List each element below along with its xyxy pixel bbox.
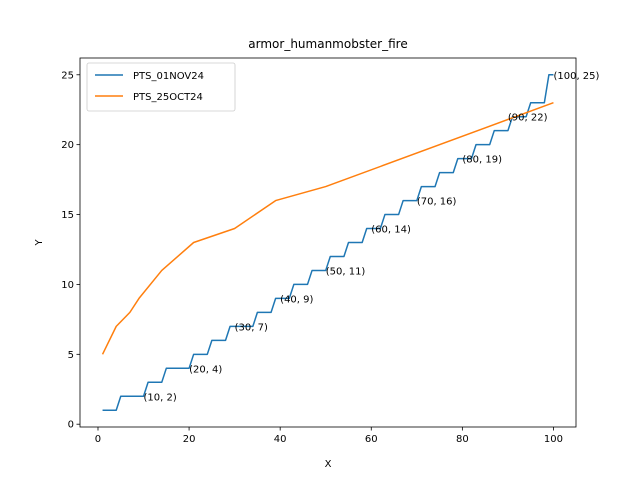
y-tick-label: 5 [68, 350, 74, 361]
series-line-2 [101, 102, 554, 355]
y-tick-label: 20 [61, 140, 74, 151]
annotations: (10, 2) (20, 4) (30, 7) (40, 9) (50, 11) (60,… [144, 71, 600, 403]
x-tick-label: 0 [95, 434, 101, 445]
data-point-annotation: (100, 25) [553, 71, 599, 82]
x-axis-label: X [325, 459, 332, 470]
data-point-annotation: (50, 11) [326, 266, 366, 277]
y-tick-label: 0 [68, 420, 74, 431]
x-axis: 0 20 40 60 80 100 [95, 427, 563, 445]
series-line-1 [102, 74, 554, 411]
data-point-annotation: (70, 16) [417, 197, 457, 208]
legend-label: PTS_25OCT24 [133, 92, 203, 103]
axes-frame [79, 57, 577, 428]
x-tick-label: 80 [456, 434, 469, 445]
data-point-annotation: (20, 4) [189, 364, 222, 375]
y-tick-label: 25 [61, 70, 74, 81]
plot-area [101, 74, 554, 411]
legend: PTS_01NOV24 PTS_25OCT24 [86, 62, 236, 112]
y-axis: 0 5 10 15 20 25 [61, 70, 80, 431]
x-tick-label: 60 [365, 434, 378, 445]
data-point-annotation: (30, 7) [235, 322, 268, 333]
x-tick-label: 100 [544, 434, 563, 445]
y-tick-label: 10 [61, 280, 74, 291]
x-tick-label: 20 [183, 434, 196, 445]
data-point-annotation: (60, 14) [371, 225, 411, 236]
x-tick-label: 40 [274, 434, 287, 445]
legend-label: PTS_01NOV24 [133, 71, 204, 82]
data-point-annotation: (10, 2) [144, 392, 177, 403]
data-point-annotation: (40, 9) [280, 294, 313, 305]
y-axis-label: Y [34, 239, 45, 247]
legend-box [86, 62, 236, 112]
data-point-annotation: (80, 19) [462, 155, 502, 166]
data-point-annotation: (90, 22) [508, 113, 548, 124]
chart-title: armor_humanmobster_fire [248, 37, 407, 51]
y-tick-label: 15 [61, 210, 74, 221]
